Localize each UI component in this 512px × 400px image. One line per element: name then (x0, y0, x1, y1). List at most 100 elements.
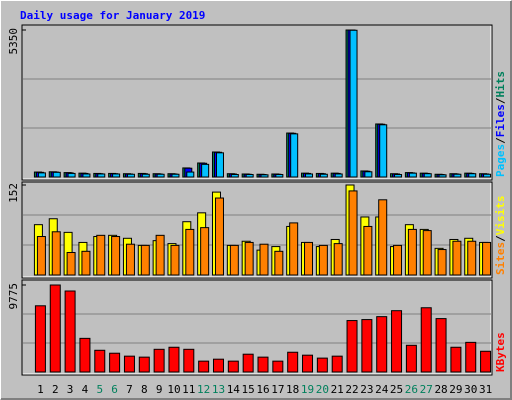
bar (452, 240, 462, 276)
bar (391, 310, 403, 373)
bar (272, 360, 284, 373)
x-tick-label: 20 (316, 383, 329, 396)
bar (408, 172, 417, 178)
panel (21, 24, 493, 181)
bar (274, 250, 284, 276)
bar (334, 173, 343, 178)
legend-separator: / (494, 235, 507, 242)
bar (245, 174, 254, 178)
bar (111, 236, 121, 276)
bar (333, 243, 343, 276)
y-tick-label: 152 (7, 183, 20, 203)
bar (242, 353, 254, 373)
x-tick-label: 18 (286, 383, 299, 396)
x-tick-label: 15 (242, 383, 255, 396)
bar (287, 351, 299, 373)
x-tick-label: 17 (271, 383, 284, 396)
x-tick-label: 28 (434, 383, 447, 396)
bar (305, 173, 314, 178)
bar (302, 354, 314, 373)
panel-bevel (23, 26, 492, 180)
bar (450, 346, 462, 373)
legend-entry: Pages (494, 144, 507, 177)
x-tick-label: 3 (67, 383, 74, 396)
bar (52, 171, 61, 178)
bar (465, 341, 477, 373)
bar (227, 360, 239, 373)
x-tick-label: 26 (405, 383, 418, 396)
bar (229, 244, 239, 276)
bar (141, 173, 150, 178)
y-tick-label: 5350 (7, 28, 20, 55)
x-tick-label: 7 (126, 383, 133, 396)
bar (346, 320, 358, 373)
bar (394, 174, 403, 178)
bar (212, 358, 224, 373)
x-tick-label: 6 (111, 383, 118, 396)
bar (123, 355, 135, 373)
bar (140, 244, 150, 276)
x-tick-label: 13 (212, 383, 225, 396)
bar (36, 236, 46, 276)
bar (155, 234, 165, 276)
bar (64, 290, 76, 373)
bar (51, 231, 61, 276)
bar (257, 356, 269, 373)
legend-entry: Sites (494, 242, 507, 275)
bar (244, 241, 254, 276)
panel-bevel (23, 183, 492, 278)
bar (171, 173, 180, 178)
x-tick-label: 1 (37, 383, 44, 396)
legend-entry: Files (494, 104, 507, 137)
bar (453, 173, 462, 178)
x-tick-label: 11 (182, 383, 195, 396)
bar (349, 29, 358, 178)
x-tick-label: 2 (52, 383, 59, 396)
bar (259, 243, 269, 276)
bar (363, 225, 373, 276)
bar (483, 173, 492, 178)
legend-separator: / (494, 137, 507, 144)
bar (316, 357, 328, 373)
bar (198, 360, 210, 373)
bar (482, 241, 492, 276)
bar (214, 197, 224, 276)
legend-separator: / (494, 97, 507, 104)
bar (480, 350, 492, 373)
bar (67, 172, 76, 178)
x-tick-label: 8 (141, 383, 148, 396)
bar (112, 173, 121, 178)
bar (82, 173, 91, 178)
x-tick-label: 31 (479, 383, 492, 396)
bar (201, 163, 210, 178)
bar (467, 240, 477, 276)
x-tick-label: 29 (449, 383, 462, 396)
bar (423, 173, 432, 178)
bar (364, 171, 373, 178)
bar (435, 318, 447, 373)
bar (405, 344, 417, 373)
legend-entry: Visits (494, 196, 507, 236)
bar (379, 124, 388, 178)
bar (319, 173, 328, 178)
bar (422, 230, 432, 276)
bar (318, 244, 328, 276)
bar (186, 171, 195, 178)
bar (230, 174, 239, 178)
bar (156, 173, 165, 178)
bar (96, 234, 106, 276)
bar (126, 173, 135, 178)
x-tick-label: 25 (390, 383, 403, 396)
bar (79, 337, 91, 373)
bar (81, 250, 91, 276)
bar (438, 174, 447, 178)
bar (378, 199, 388, 276)
bar (97, 173, 106, 178)
bar (183, 348, 195, 373)
bar (170, 244, 180, 276)
bar (168, 346, 180, 373)
legend-entry: Hits (494, 71, 507, 98)
bar (153, 348, 165, 373)
